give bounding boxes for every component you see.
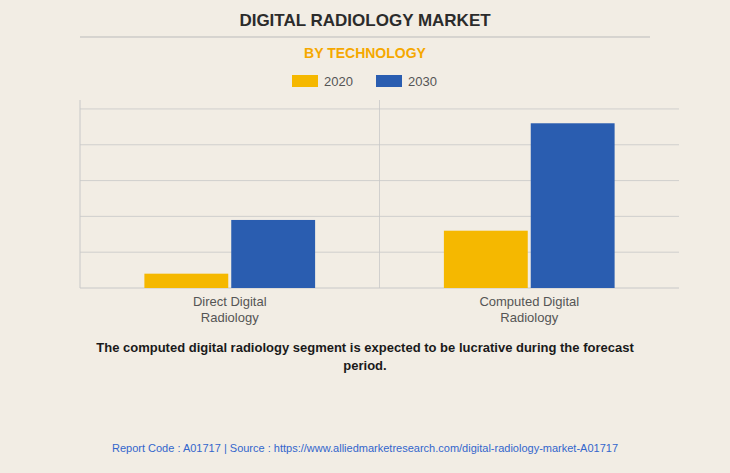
background (0, 0, 730, 473)
chart: DIGITAL RADIOLOGY MARKET BY TECHNOLOGY Dir… (0, 0, 730, 473)
title-separator (80, 37, 650, 38)
legend-label: 2020 (324, 74, 353, 89)
text-line: Computed Digital (479, 294, 579, 309)
legend: 2020 2030 (292, 74, 437, 89)
bar (144, 274, 228, 288)
caption: The computed digital radiology segment i… (96, 340, 634, 373)
legend-swatch (292, 75, 318, 87)
title: DIGITAL RADIOLOGY MARKET (239, 11, 491, 30)
bar (231, 220, 315, 288)
text-line: The computed digital radiology segment i… (96, 340, 634, 355)
text-line: period. (343, 358, 386, 373)
x-tick-label: Direct DigitalRadiology (193, 294, 267, 325)
footer: Report Code : A01717 | Source : https://… (112, 442, 618, 454)
bar (531, 123, 615, 288)
subtitle: BY TECHNOLOGY (304, 45, 427, 61)
legend-label: 2030 (408, 74, 437, 89)
text-line: Direct Digital (193, 294, 267, 309)
legend-swatch (376, 75, 402, 87)
bar (444, 231, 528, 288)
text-line: Radiology (500, 310, 558, 325)
bars (144, 123, 614, 288)
y-axis-line (80, 100, 81, 288)
text-line: Radiology (201, 310, 259, 325)
x-tick-label: Computed DigitalRadiology (479, 294, 579, 325)
text-line: Report Code : A01717 | Source : https://… (112, 442, 618, 454)
group-divider (379, 100, 380, 288)
